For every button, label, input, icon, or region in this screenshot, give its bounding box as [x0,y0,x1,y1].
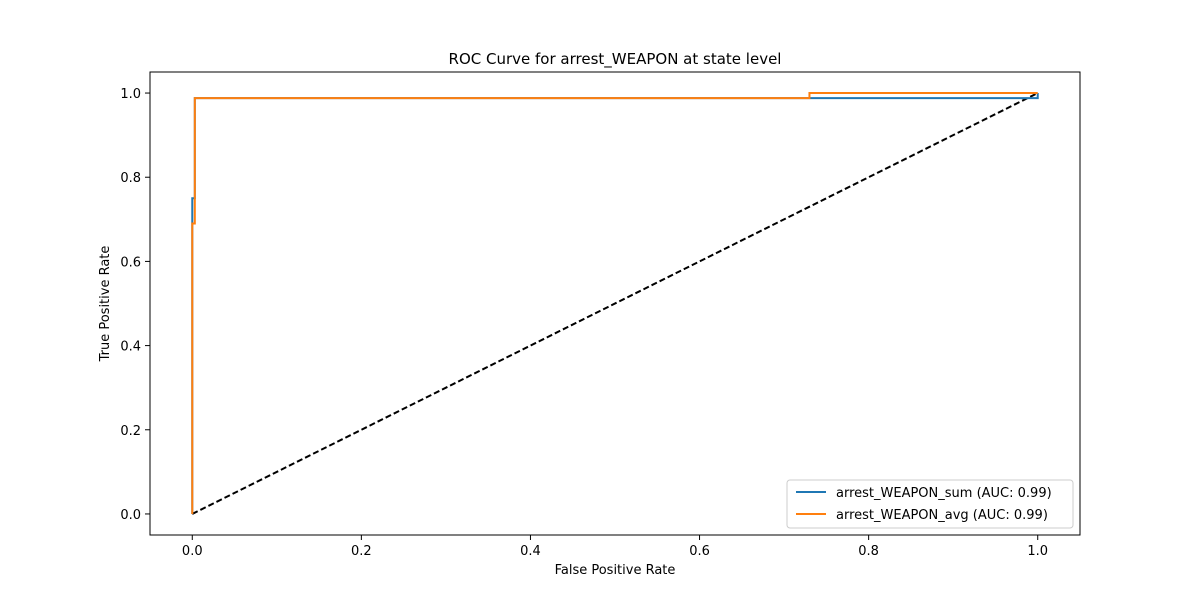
y-tick-label: 0.2 [120,424,141,439]
x-tick-label: 0.6 [689,544,710,559]
y-tick-label: 1.0 [120,87,141,102]
y-tick-label: 0.6 [120,255,141,270]
x-axis-label: False Positive Rate [555,563,676,578]
x-tick-label: 0.8 [858,544,879,559]
legend: arrest_WEAPON_sum (AUC: 0.99) arrest_WEA… [786,479,1074,529]
axes-frame [149,71,1081,536]
x-tick-label: 0.2 [351,544,372,559]
y-tick-label: 0.4 [120,340,141,355]
y-tick-label: 0.0 [120,508,141,523]
legend-entry-avg: arrest_WEAPON_avg (AUC: 0.99) [836,508,1048,523]
chart-title: ROC Curve for arrest_WEAPON at state lev… [449,50,782,69]
y-tick-label: 0.8 [120,171,141,186]
chance-diagonal-line [191,92,1039,515]
plot-area [191,92,1039,515]
x-tick-label: 0.0 [182,544,203,559]
legend-box [786,479,1074,529]
x-axis-ticks: 0.0 0.2 0.4 0.6 0.8 1.0 [182,535,1048,559]
y-axis-label: True Positive Rate [98,246,113,363]
x-tick-label: 0.4 [520,544,541,559]
series-line-1 [191,92,1038,514]
legend-entry-sum: arrest_WEAPON_sum (AUC: 0.99) [836,486,1052,501]
x-tick-label: 1.0 [1027,544,1048,559]
y-axis-ticks: 0.0 0.2 0.4 0.6 0.8 1.0 [120,87,150,523]
